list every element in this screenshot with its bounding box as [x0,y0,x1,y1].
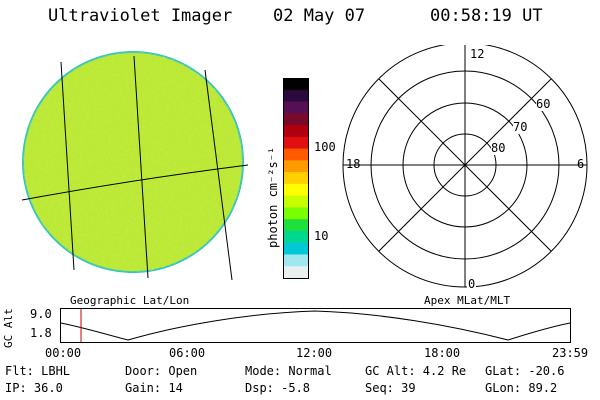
colorbar-tick-10: 10 [314,229,329,243]
info-seq: Seq: 39 [365,381,416,395]
colorbar-stripe [283,230,309,244]
altitude-plot [60,308,571,343]
altitude-xtick-1200: 12:00 [296,346,333,360]
altitude-xtick-2359: 23:59 [552,346,589,360]
colorbar-unit-label: photon cm⁻²s⁻¹ [266,146,280,248]
lat-label-80: 80 [491,141,506,155]
mlt-label-0: 0 [467,277,477,291]
colorbar-stripe [283,183,309,197]
colorbar-tick-100: 100 [314,140,336,154]
info-ip: IP: 36.0 [5,381,63,395]
colorbar-stripe [283,195,309,208]
mlt-label-12: 12 [469,47,486,61]
colorbar-stripe [283,113,309,126]
altitude-xtick-1800: 18:00 [424,346,461,360]
info-glat: GLat: -20.6 [485,364,565,378]
instrument-title: Ultraviolet Imager [48,6,233,26]
info-door: Door: Open [125,364,198,378]
date-label: 02 May 07 [273,6,366,26]
info-glon: GLon: 89.2 [485,381,558,395]
geographic-panel-label: Geographic Lat/Lon [70,294,190,307]
polar-plot [342,45,588,288]
colorbar-stripe [283,136,309,150]
colorbar-stripe [283,160,309,173]
polar-diagonal-2 [378,78,552,252]
altitude-curve [60,310,571,341]
lat-label-60: 60 [536,97,551,111]
altitude-ytick-9: 9.0 [30,307,52,321]
info-gain: Gain: 14 [125,381,183,395]
apex-panel-label: Apex MLat/MLT [424,294,511,307]
mlt-label-6: 6 [577,157,585,171]
colorbar-stripe [283,207,309,220]
altitude-xtick-0600: 06:00 [169,346,206,360]
lat-lon-grid [21,55,249,280]
lat-label-70: 70 [513,120,528,134]
mlt-label-18: 18 [346,157,361,171]
colorbar-stripe [283,172,309,185]
info-dsp: Dsp: -5.8 [245,381,311,395]
colorbar [283,78,309,279]
colorbar-stripe [283,254,309,267]
colorbar-stripe [283,219,309,232]
altitude-ylabel: GC Alt [2,308,15,348]
colorbar-stripe [283,148,309,161]
colorbar-stripe [283,78,309,91]
altitude-ytick-1.8: 1.8 [30,326,52,340]
colorbar-stripe [283,242,309,255]
colorbar-stripe [283,125,309,138]
colorbar-stripe [283,89,309,103]
info-mode: Mode: Normal [245,364,332,378]
info-flt: Flt: LBHL [5,364,71,378]
altitude-plot-frame [60,308,571,343]
altitude-xtick-0000: 00:00 [45,346,82,360]
earth-image [21,51,249,280]
colorbar-stripe [283,101,309,114]
time-label: 00:58:19 UT [430,6,543,26]
colorbar-stripe [283,266,309,279]
info-gcalt: GC Alt: 4.2 Re [365,364,467,378]
